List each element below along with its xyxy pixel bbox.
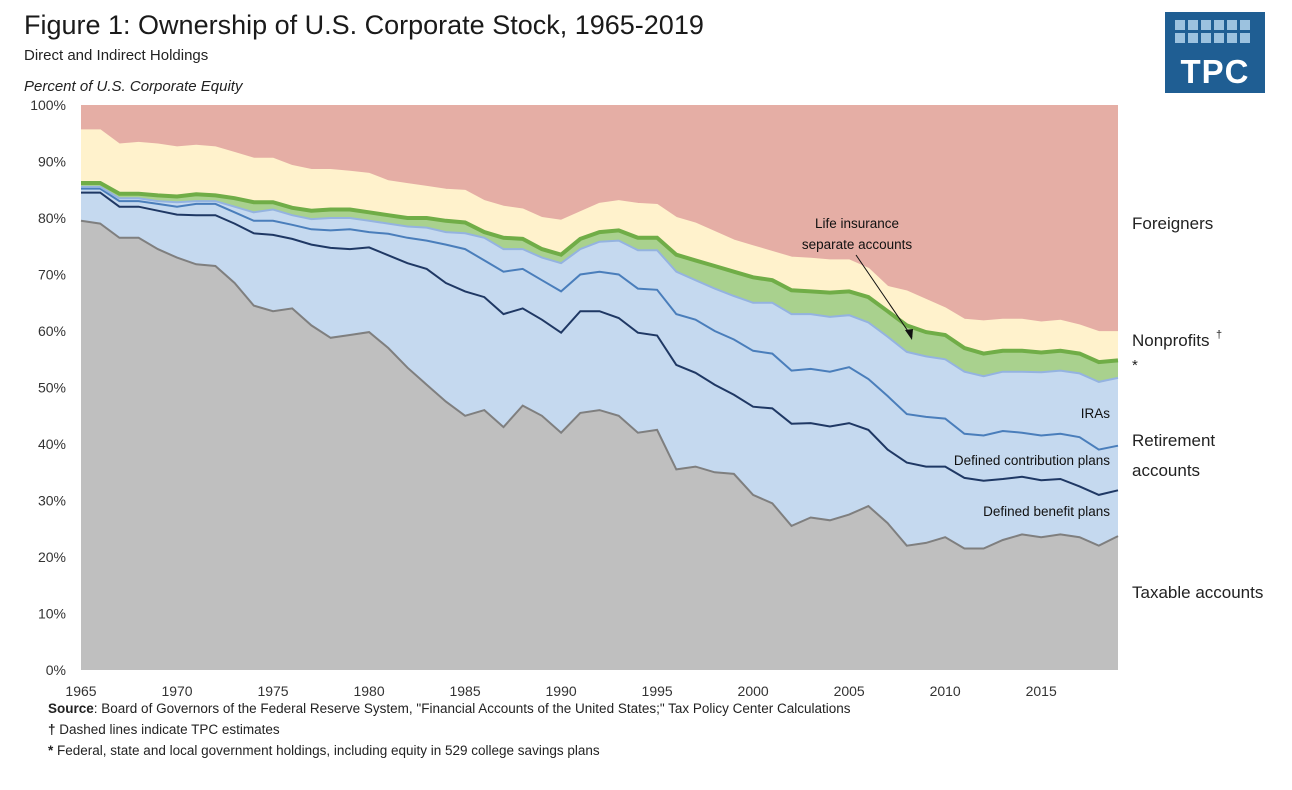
x-tick-label: 1985 (449, 683, 480, 699)
star-note: * Federal, state and local government ho… (48, 743, 600, 758)
y-tick-label: 90% (38, 154, 66, 170)
x-tick-label: 1965 (65, 683, 96, 699)
logo-text: TPC (1180, 53, 1250, 90)
x-tick-label: 2010 (930, 683, 961, 699)
area-layer (81, 105, 1118, 671)
star-text: Federal, state and local government hold… (53, 743, 600, 758)
star-mark: * (48, 743, 54, 758)
source-text: : Board of Governors of the Federal Rese… (93, 701, 851, 716)
label-life-insurance-1: Life insurance (815, 216, 899, 231)
y-tick-label: 40% (38, 436, 66, 452)
x-tick-label: 1990 (546, 683, 577, 699)
inner-labels: Life insurance separate accounts IRAs De… (802, 216, 1110, 519)
y-tick-label: 0% (46, 662, 66, 678)
y-axis-label: Percent of U.S. Corporate Equity (24, 78, 243, 95)
chart-subtitle: Direct and Indirect Holdings (24, 47, 209, 64)
y-tick-label: 80% (38, 210, 66, 226)
dagger-note: † Dashed lines indicate TPC estimates (48, 722, 280, 737)
label-nonprofits: Nonprofits (1132, 331, 1209, 350)
y-tick-label: 60% (38, 323, 66, 339)
y-tick-label: 70% (38, 267, 66, 283)
tpc-logo: TPC (1165, 12, 1265, 93)
label-taxable: Taxable accounts (1132, 583, 1263, 602)
line-defined-contribution-plans (81, 187, 1119, 451)
y-tick-label: 100% (30, 97, 66, 113)
x-tick-label: 1975 (257, 683, 288, 699)
annotation-arrow-head (905, 329, 913, 340)
line-taxable-accounts (80, 219, 1119, 550)
source-note: Source: Board of Governors of the Federa… (48, 701, 850, 716)
right-labels: Foreigners Nonprofits † * Retirement acc… (1132, 214, 1263, 602)
x-tick-label: 2005 (834, 683, 865, 699)
chart-title: Figure 1: Ownership of U.S. Corporate St… (24, 10, 704, 40)
label-iras: IRAs (1081, 406, 1111, 421)
line-iras (81, 185, 1119, 383)
label-retirement-1: Retirement (1132, 431, 1215, 450)
source-label: Source (48, 701, 94, 716)
y-tick-label: 30% (38, 493, 66, 509)
line-layer (80, 129, 1119, 550)
line-life-insurance-separate-accounts (81, 181, 1119, 365)
label-government-star: * (1132, 357, 1138, 374)
x-tick-label: 1995 (642, 683, 673, 699)
line-nonprofits (81, 129, 1118, 334)
line-defined-benefit-plans (81, 191, 1119, 496)
y-tick-label: 20% (38, 549, 66, 565)
label-life-insurance-2: separate accounts (802, 237, 913, 252)
label-defined-benefit: Defined benefit plans (983, 504, 1110, 519)
label-defined-contribution: Defined contribution plans (954, 453, 1110, 468)
x-tick-label: 2015 (1026, 683, 1057, 699)
x-axis: 1965 1970 1975 1980 1985 1990 1995 2000 2005 2010… (65, 683, 1057, 699)
label-retirement-2: accounts (1132, 461, 1200, 480)
x-tick-label: 2000 (738, 683, 769, 699)
label-foreigners: Foreigners (1132, 214, 1213, 233)
dagger-mark: † (48, 722, 56, 737)
y-tick-label: 50% (38, 380, 66, 396)
annotation-arrow-line (855, 254, 913, 338)
label-nonprofits-dagger: † (1216, 329, 1222, 341)
x-tick-label: 1980 (353, 683, 384, 699)
y-tick-label: 10% (38, 606, 66, 622)
y-axis: 0% 10% 20% 30% 40% 50% 60% 70% 80% 90% 100% (30, 97, 66, 678)
x-tick-label: 1970 (161, 683, 192, 699)
area-taxable-accounts (81, 220, 1118, 671)
dagger-text: Dashed lines indicate TPC estimates (55, 722, 280, 737)
